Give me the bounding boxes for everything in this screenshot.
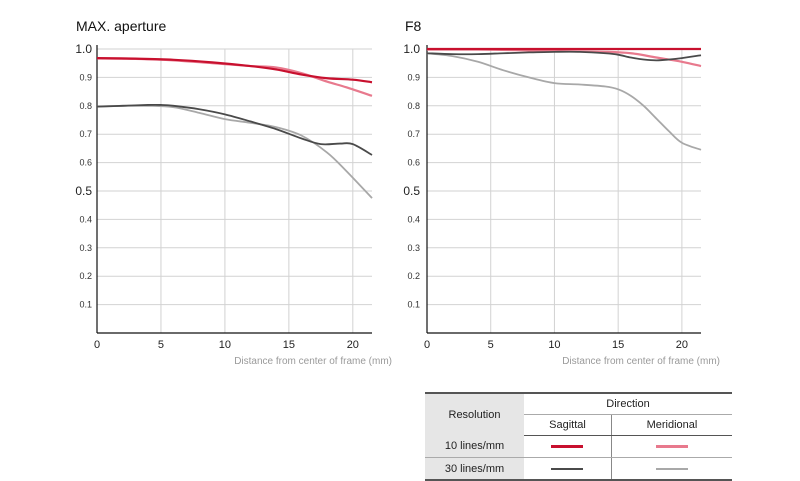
x-tick-label: 5 xyxy=(158,339,164,351)
y-tick-label: 1.0 xyxy=(75,42,92,56)
y-tick-label: 0.8 xyxy=(407,101,420,111)
chart-title: F8 xyxy=(405,18,422,34)
y-tick-label: 0.1 xyxy=(407,300,420,310)
y-tick-label: 0.2 xyxy=(407,271,420,281)
y-tick-label: 0.9 xyxy=(79,72,92,82)
x-tick-label: 15 xyxy=(612,339,624,351)
legend-direction-header: Direction xyxy=(524,392,732,415)
y-tick-label: 0.2 xyxy=(79,271,92,281)
y-tick-label: 0.7 xyxy=(407,129,420,139)
x-tick-label: 20 xyxy=(676,339,688,351)
x-tick-label: 15 xyxy=(283,339,295,351)
chart-title: MAX. aperture xyxy=(76,18,166,34)
chart-panel-f8: F8 1.0 0.9 0.8 0.7 0.6 0.5 0.4 0.3 0.2 0.1 0 5 10 15 20… xyxy=(403,18,720,367)
x-tick-label: 0 xyxy=(94,339,100,351)
x-axis-label: Distance from center of frame (mm) xyxy=(562,356,720,367)
y-tick-label: 0.5 xyxy=(403,184,420,198)
legend-row-10: 10 lines/mm xyxy=(425,435,732,458)
series-line-30-lines-mm-sagittal xyxy=(426,50,702,62)
chart-panel-max-aperture: MAX. aperture 1.0 0.9 0.8 0.7 0.6 0.5 0.4 0.3 0.2… xyxy=(75,18,392,367)
legend-swatch-10-sagittal xyxy=(551,445,584,449)
series-line-30-lines-mm-sagittal xyxy=(96,103,373,156)
legend-row-label: 10 lines/mm xyxy=(425,435,524,458)
legend-row-label: 30 lines/mm xyxy=(425,457,524,481)
y-tick-label: 0.8 xyxy=(79,101,92,111)
y-tick-label: 0.4 xyxy=(79,214,92,224)
series-line-30-lines-mm-meridional xyxy=(96,104,373,199)
y-tick-label: 0.1 xyxy=(79,300,92,310)
y-tick-label: 0.4 xyxy=(407,214,420,224)
legend-swatch-30-meridional xyxy=(655,467,688,470)
x-tick-label: 10 xyxy=(219,339,231,351)
legend-swatch-30-sagittal xyxy=(551,467,584,470)
legend-meridional-header: Meridional xyxy=(611,414,732,436)
legend-row-30: 30 lines/mm xyxy=(425,457,732,481)
x-tick-label: 5 xyxy=(488,339,494,351)
y-tick-label: 0.7 xyxy=(79,129,92,139)
y-tick-label: 0.5 xyxy=(75,184,92,198)
series-line-30-lines-mm-meridional xyxy=(426,52,702,151)
x-tick-label: 10 xyxy=(548,339,560,351)
legend-sagittal-header: Sagittal xyxy=(524,414,612,436)
y-tick-label: 0.9 xyxy=(407,72,420,82)
y-tick-label: 0.6 xyxy=(407,158,420,168)
x-tick-label: 0 xyxy=(424,339,430,351)
x-axis-label: Distance from center of frame (mm) xyxy=(234,356,392,367)
legend-resolution-header: Resolution xyxy=(425,392,524,436)
y-tick-label: 0.3 xyxy=(407,243,420,253)
y-tick-label: 1.0 xyxy=(403,42,420,56)
x-tick-label: 20 xyxy=(347,339,359,351)
legend-table: Resolution Direction Sagittal Meridional… xyxy=(425,392,732,481)
y-tick-label: 0.3 xyxy=(79,243,92,253)
legend-swatch-10-meridional xyxy=(655,445,688,449)
y-tick-label: 0.6 xyxy=(79,158,92,168)
series-line-10-lines-mm-sagittal xyxy=(96,56,373,84)
